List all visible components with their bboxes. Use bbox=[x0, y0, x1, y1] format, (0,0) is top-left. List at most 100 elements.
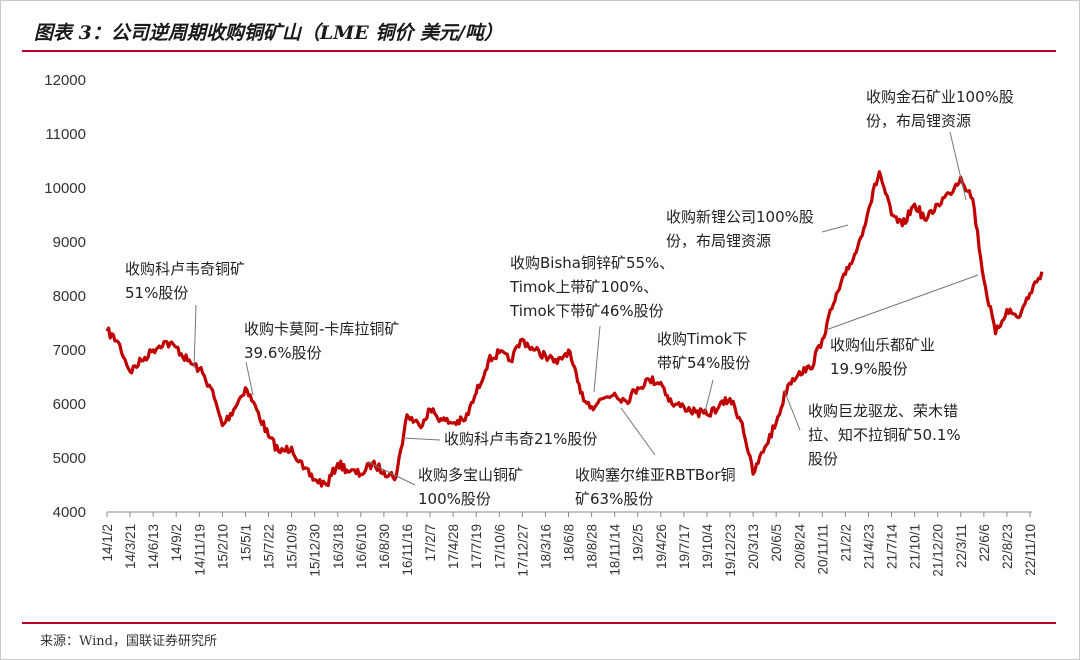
x-tick-label: 15/12/30 bbox=[308, 524, 323, 577]
annotation-text: 19.9%股份 bbox=[830, 360, 908, 378]
y-tick-label: 10000 bbox=[44, 180, 86, 197]
x-tick-label: 17/10/6 bbox=[492, 524, 507, 569]
x-tick-label: 22/3/11 bbox=[954, 524, 969, 568]
annotation-text: 收购科卢韦奇铜矿 bbox=[125, 260, 245, 278]
x-tick-label: 21/4/23 bbox=[861, 524, 876, 569]
annotation: 收购科卢韦奇21%股份 bbox=[402, 430, 597, 448]
annotation: 收购卡莫阿-卡库拉铜矿 39.6%股份 bbox=[244, 320, 399, 396]
price-series-line bbox=[105, 170, 1044, 488]
annotation-leader bbox=[821, 224, 849, 233]
title-rule bbox=[22, 50, 1056, 52]
annotation-leader bbox=[402, 437, 441, 441]
x-tick-label: 14/11/19 bbox=[192, 524, 207, 576]
x-tick-label: 18/6/8 bbox=[562, 524, 577, 562]
x-tick-label: 22/11/10 bbox=[1023, 524, 1038, 576]
x-tick-label: 19/4/26 bbox=[654, 524, 669, 569]
y-tick-label: 4000 bbox=[53, 504, 86, 521]
x-tick-label: 17/4/28 bbox=[446, 524, 461, 569]
x-tick-label: 14/9/2 bbox=[169, 524, 184, 562]
annotation-text: 39.6%股份 bbox=[244, 344, 322, 362]
annotation-text: 带矿54%股份 bbox=[657, 354, 750, 372]
x-tick-label: 19/12/23 bbox=[723, 524, 738, 577]
annotation: 收购Bisha铜锌矿55%、 Timok上带矿100%、 Timok下带矿46%股份 bbox=[509, 254, 674, 393]
annotation-leader bbox=[704, 379, 714, 413]
x-tick-label: 22/8/23 bbox=[1000, 524, 1015, 569]
annotation: 收购金石矿业100%股份，布局锂资源 bbox=[866, 88, 1014, 201]
x-tick-label: 18/8/28 bbox=[585, 524, 600, 569]
annotation-text: 份，布局锂资源 bbox=[666, 232, 771, 250]
x-tick-label: 21/7/14 bbox=[885, 524, 900, 570]
annotation-leader bbox=[593, 325, 601, 393]
x-tick-label: 19/10/4 bbox=[700, 524, 715, 570]
y-tick-label: 12000 bbox=[44, 72, 86, 89]
annotation-leader bbox=[825, 274, 979, 331]
x-tick-label: 16/6/10 bbox=[354, 524, 369, 569]
x-tick-label: 18/3/16 bbox=[538, 524, 553, 569]
x-tick-label: 21/12/20 bbox=[931, 524, 946, 577]
annotation-text: 收购科卢韦奇21%股份 bbox=[444, 430, 597, 448]
x-tick-label: 15/7/22 bbox=[262, 524, 277, 569]
x-tick-label: 19/7/17 bbox=[677, 524, 692, 569]
annotation: 收购新锂公司100%股份，布局锂资源 bbox=[666, 208, 849, 250]
footer-rule bbox=[22, 622, 1056, 624]
x-tick-label: 17/12/27 bbox=[515, 524, 530, 577]
annotation-text: 收购新锂公司100%股 bbox=[666, 208, 814, 226]
x-tick-label: 22/6/6 bbox=[977, 524, 992, 562]
x-tick-label: 21/2/2 bbox=[838, 524, 853, 562]
x-tick-label: 14/1/2 bbox=[100, 524, 115, 562]
annotation: 收购仙乐都矿业 19.9%股份 bbox=[825, 274, 979, 378]
annotation-leader bbox=[620, 407, 656, 456]
x-tick-label: 15/10/9 bbox=[285, 524, 300, 569]
annotation-text: Timok下带矿46%股份 bbox=[509, 302, 664, 320]
y-tick-label: 7000 bbox=[53, 342, 86, 359]
annotation-text: 收购卡莫阿-卡库拉铜矿 bbox=[244, 320, 399, 338]
source-note: 来源：Wind，国联证券研究所 bbox=[40, 634, 217, 649]
annotation-leader bbox=[949, 131, 967, 201]
annotation-leader bbox=[193, 304, 197, 369]
annotation-text: 矿63%股份 bbox=[575, 490, 653, 508]
annotation-leader bbox=[367, 461, 416, 486]
annotation: 收购多宝山铜矿 100%股份 bbox=[367, 461, 523, 508]
annotation-text: 51%股份 bbox=[125, 284, 188, 302]
x-tick-label: 14/6/13 bbox=[146, 524, 161, 569]
annotation-text: 收购仙乐都矿业 bbox=[830, 336, 935, 354]
x-tick-label: 20/6/5 bbox=[769, 524, 784, 562]
annotation-text: Timok上带矿100%、 bbox=[509, 278, 658, 296]
x-tick-label: 15/5/1 bbox=[238, 524, 253, 562]
x-tick-label: 14/3/21 bbox=[123, 524, 138, 569]
x-tick-label: 18/11/14 bbox=[608, 524, 623, 576]
x-tick-label: 16/8/30 bbox=[377, 524, 392, 569]
y-tick-label: 5000 bbox=[53, 450, 86, 467]
annotation-text: 拉、知不拉铜矿50.1% bbox=[808, 426, 961, 444]
annotation-text: 收购Bisha铜锌矿55%、 bbox=[510, 254, 674, 272]
x-tick-label: 16/11/16 bbox=[400, 524, 415, 576]
y-tick-label: 11000 bbox=[45, 126, 86, 143]
annotation: 收购科卢韦奇铜矿 51%股份 bbox=[125, 260, 245, 369]
plot-area bbox=[105, 170, 1044, 488]
annotation-text: 收购Timok下 bbox=[657, 330, 747, 348]
figure-title: 图表 3：公司逆周期收购铜矿山（LME 铜价 美元/吨） bbox=[34, 22, 503, 44]
x-tick-label: 21/10/1 bbox=[908, 524, 923, 569]
x-tick-label: 19/2/5 bbox=[631, 524, 646, 562]
y-tick-label: 8000 bbox=[53, 288, 86, 305]
annotation-leader bbox=[245, 361, 254, 396]
annotation-text: 收购巨龙驱龙、荣木错 bbox=[808, 402, 958, 420]
annotation-text: 收购多宝山铜矿 bbox=[418, 466, 523, 484]
annotation-leader bbox=[783, 389, 801, 431]
annotation-text: 收购塞尔维亚RBTBor铜 bbox=[575, 466, 736, 484]
x-axis: 14/1/2 14/3/21 14/6/13 14/9/2 14/11/19 15/2/1… bbox=[100, 511, 1038, 577]
y-tick-label: 9000 bbox=[53, 234, 86, 251]
x-tick-label: 15/2/10 bbox=[215, 524, 230, 569]
annotation-text: 收购金石矿业100%股 bbox=[866, 88, 1014, 106]
x-tick-label: 17/7/19 bbox=[469, 524, 484, 569]
annotation-text: 份，布局锂资源 bbox=[866, 112, 971, 130]
x-tick-label: 17/2/7 bbox=[423, 524, 438, 562]
x-tick-label: 16/3/18 bbox=[331, 524, 346, 569]
x-tick-label: 20/3/13 bbox=[746, 524, 761, 569]
y-axis: 4000 5000 6000 7000 8000 9000 10000 11000 12000 bbox=[44, 72, 86, 521]
